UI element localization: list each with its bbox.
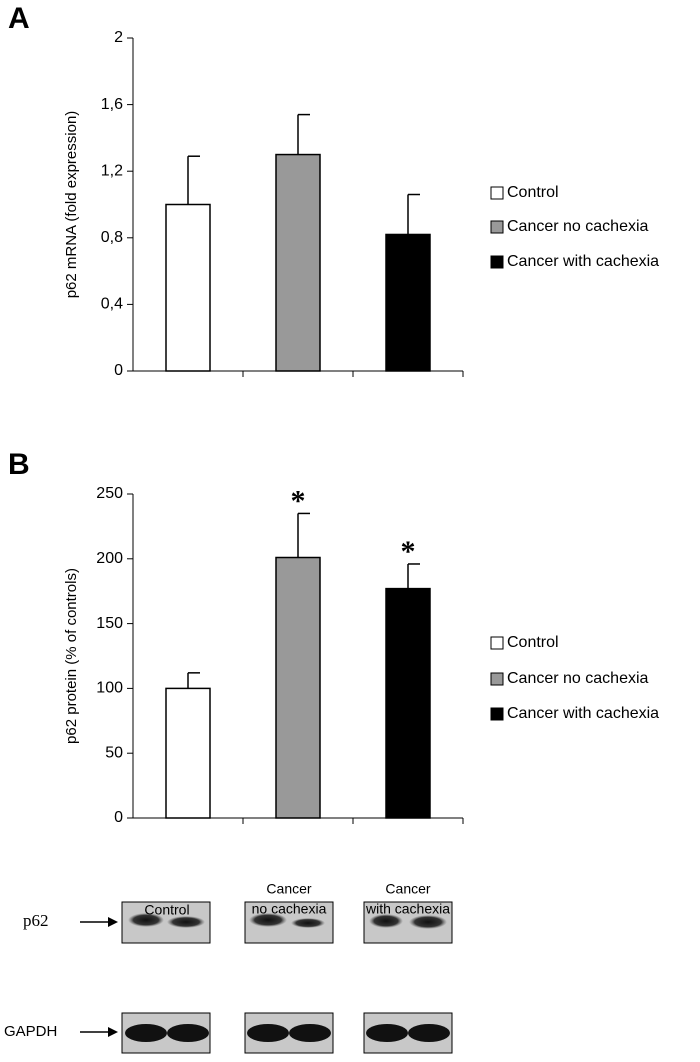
blot-band <box>167 1024 209 1042</box>
blot-band <box>366 1024 408 1042</box>
significance: * <box>401 535 416 568</box>
y-axis-title: p62 protein (% of controls) <box>63 568 80 744</box>
legend-swatch <box>490 672 504 686</box>
y-tick-label: 1,2 <box>101 162 123 179</box>
legend-label: Control <box>507 634 559 651</box>
panel-label: A <box>8 2 30 35</box>
legend-label: Cancer no cachexia <box>507 670 649 687</box>
legend-swatch <box>490 186 504 200</box>
y-tick-label: 200 <box>96 550 123 567</box>
arrow-head <box>108 1027 118 1037</box>
blot-band <box>125 1024 167 1042</box>
blot-band <box>291 918 325 928</box>
lane-label: Cancer <box>266 881 311 897</box>
bar <box>165 203 211 372</box>
blot-band <box>408 1024 450 1042</box>
bar <box>385 233 431 372</box>
blot-band <box>167 916 205 928</box>
legend-swatch <box>490 220 504 234</box>
lane-label: Cancer <box>385 881 430 897</box>
panel-label: B <box>8 448 30 481</box>
lane-label: no cachexia <box>252 901 327 917</box>
y-tick-label: 0 <box>114 809 123 826</box>
row-label: GAPDH <box>4 1023 57 1040</box>
y-tick-label: 150 <box>96 615 123 632</box>
legend-swatch <box>490 636 504 650</box>
blot-band <box>128 913 164 927</box>
legend-label: Cancer with cachexia <box>507 705 659 722</box>
significance: * <box>291 484 306 517</box>
y-tick-label: 50 <box>105 744 123 761</box>
legend-label: Control <box>507 184 559 201</box>
bar <box>275 556 321 819</box>
bar <box>165 687 211 819</box>
arrow-head <box>108 917 118 927</box>
bar <box>275 153 321 372</box>
blot-band <box>247 1024 289 1042</box>
y-tick-label: 0,4 <box>101 296 123 313</box>
legend-label: Cancer with cachexia <box>507 253 659 270</box>
y-axis-title: p62 mRNA (fold expression) <box>63 111 80 299</box>
row-label: p62 <box>23 911 49 930</box>
bar <box>385 587 431 819</box>
blot-band <box>369 914 403 928</box>
y-tick-label: 0 <box>114 362 123 379</box>
y-tick-label: 2 <box>114 29 123 46</box>
blot-band <box>289 1024 331 1042</box>
y-tick-label: 250 <box>96 485 123 502</box>
y-tick-label: 0,8 <box>101 229 123 246</box>
lane-label: Control <box>144 902 189 918</box>
legend-swatch <box>490 707 504 721</box>
lane-label: with cachexia <box>365 901 450 917</box>
y-tick-label: 100 <box>96 680 123 697</box>
blot-band <box>409 915 447 929</box>
legend-label: Cancer no cachexia <box>507 218 649 235</box>
legend-swatch <box>490 255 504 269</box>
y-tick-label: 1,6 <box>101 96 123 113</box>
blot-band <box>249 913 287 927</box>
western-blot: p62 GAPDH Control Cancer no cachexia Can… <box>4 881 453 1054</box>
